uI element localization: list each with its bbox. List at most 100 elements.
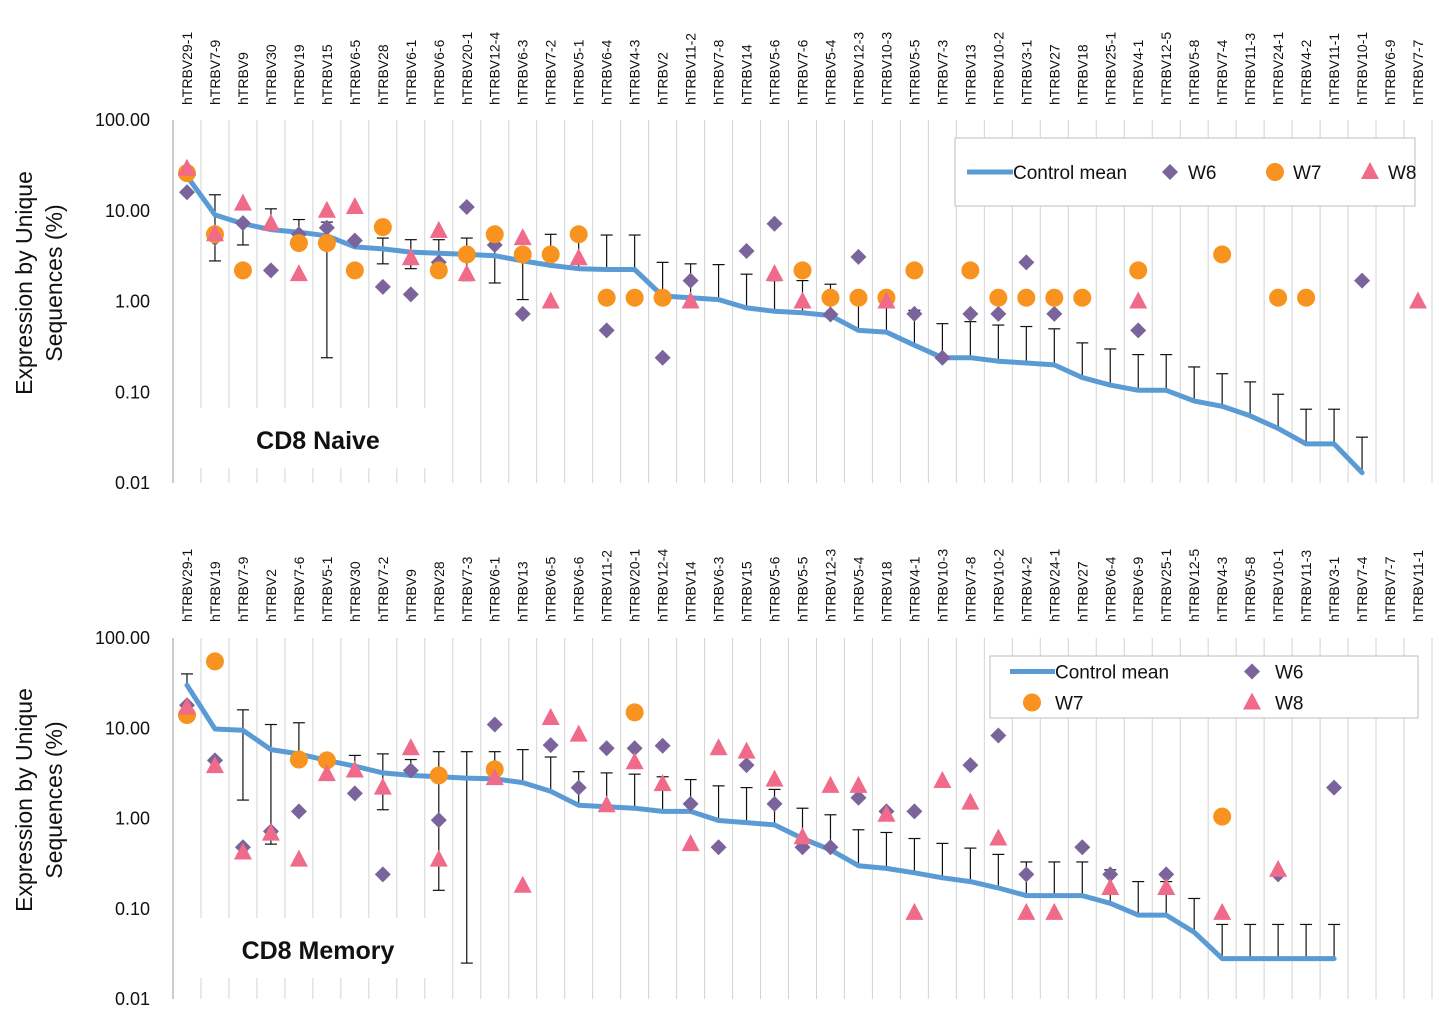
point-w6 [850,789,867,806]
point-w8 [345,760,364,778]
point-w7 [849,288,868,307]
category-label: hTRBV7-7 [1382,556,1398,622]
point-w8 [233,193,252,211]
point-w8 [961,792,980,810]
category-label: hTRBV7-6 [795,39,811,105]
category-label: hTRBV7-9 [235,556,251,622]
point-w6 [514,305,531,322]
point-w7 [373,218,392,237]
category-label: hTRBV3-1 [1018,39,1034,105]
category-label: hTRBV30 [347,561,363,622]
point-w6 [990,305,1007,322]
category-label: hTRBV6-9 [1130,556,1146,622]
category-label: hTRBV4-1 [906,556,922,622]
point-w7 [625,288,644,307]
point-w7 [961,261,980,280]
point-w6 [1326,779,1343,796]
point-w8 [401,248,420,266]
category-label: hTRBV11-1 [1410,550,1426,622]
point-w7 [1045,288,1064,307]
point-w6 [234,215,251,232]
category-label: hTRBV19 [291,44,307,105]
point-w6 [654,737,671,754]
point-w7 [569,225,588,244]
category-label: hTRBV6-3 [711,556,727,622]
point-w8 [709,738,728,756]
point-w6 [402,762,419,779]
series-line-control-mean [184,682,1337,962]
point-w8 [513,228,532,246]
point-w8 [1409,291,1428,309]
point-w8 [233,842,252,860]
point-w6 [318,219,335,236]
category-label: hTRBV5-5 [906,39,922,105]
legend-label: W8 [1275,694,1304,715]
point-w7 [317,234,336,253]
category-label: hTRBV12-5 [1158,32,1174,105]
point-w6 [374,278,391,295]
category-label: hTRBV28 [375,44,391,105]
category-label: hTRBV20-1 [627,549,643,622]
point-w6 [654,349,671,366]
y-axis-label: Sequences (%) [41,204,67,361]
point-w6 [906,803,923,820]
category-label: hTRBV7-4 [1214,39,1230,105]
category-label: hTRBV5-6 [767,556,783,622]
legend-swatch-w7 [1023,693,1041,712]
point-w6 [738,757,755,774]
category-label: hTRBV10-1 [1270,549,1286,622]
point-w7 [1269,288,1288,307]
point-w6 [486,716,503,733]
point-w7 [457,245,476,264]
point-w8 [289,264,308,282]
panel-label-box [180,408,442,468]
point-w8 [1129,291,1148,309]
point-w8 [541,707,560,725]
category-label: hTRBV7-2 [375,556,391,622]
point-w8 [177,158,196,176]
point-w6 [1158,866,1175,883]
legend-swatch-w6 [1244,663,1260,680]
legend-swatch-w6 [1162,164,1178,180]
point-w6 [178,184,195,201]
point-w8 [1157,877,1176,895]
category-label: hTRBV18 [1074,44,1090,105]
legend-box [989,655,1419,719]
legend-label: W7 [1293,163,1322,184]
point-w6 [290,803,307,820]
y-tick-label: 100.00 [95,110,150,130]
category-label: hTRBV6-6 [431,39,447,105]
category-label: hTRBV12-3 [850,32,866,105]
category-label: hTRBV20-1 [459,32,475,105]
point-w7 [345,261,364,280]
category-label: hTRBV7-7 [1410,39,1426,105]
point-w6 [906,305,923,322]
point-w6 [822,839,839,856]
category-label: hTRBV11-1 [1326,33,1342,105]
point-w8 [877,804,896,822]
category-label: hTRBV27 [1046,44,1062,105]
category-label: hTRBV19 [207,561,223,622]
category-label: hTRBV6-3 [515,39,531,105]
category-label: hTRBV15 [319,44,335,105]
category-label: hTRBV2 [655,52,671,105]
category-label: hTRBV12-4 [655,549,671,622]
category-label: hTRBV10-2 [990,32,1006,105]
point-w7 [429,261,448,280]
point-w7 [793,261,812,280]
series-line-control-mean [184,173,1365,476]
category-label: hTRBV6-4 [599,39,615,105]
point-w7 [317,751,336,770]
category-label: hTRBV7-3 [934,39,950,105]
point-w7 [1017,288,1036,307]
point-w7 [905,261,924,280]
point-w8 [849,775,868,793]
point-w8 [317,764,336,782]
point-w8 [373,777,392,795]
category-label: hTRBV5-6 [767,39,783,105]
y-tick-label: 0.01 [115,473,150,493]
point-w6 [962,305,979,322]
category-label: hTRBV10-3 [878,32,894,105]
